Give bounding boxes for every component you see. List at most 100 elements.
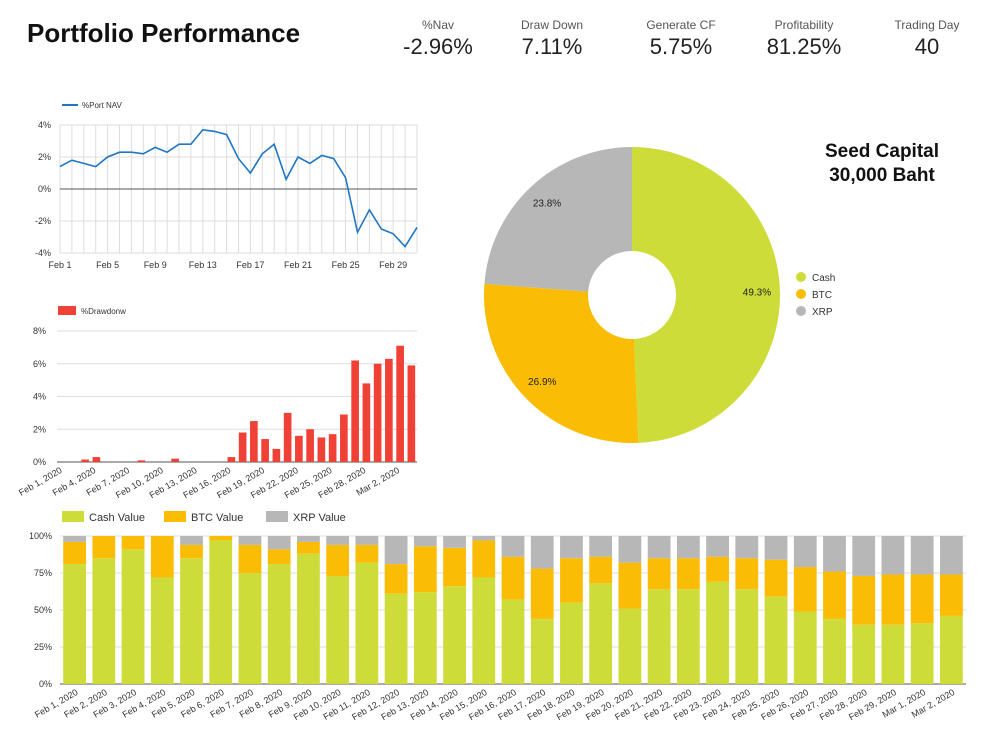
drawdown-bar xyxy=(340,414,348,462)
drawdown-bar xyxy=(250,421,258,462)
stacked-bar-btc xyxy=(150,536,174,578)
drawdown-bar xyxy=(137,460,146,462)
stacked-bar-cash xyxy=(297,553,320,684)
stacked-bar-cash xyxy=(267,564,291,684)
stacked-bar-cash xyxy=(793,611,817,684)
stacked-bar-cash xyxy=(238,573,262,684)
drawdown-bar xyxy=(328,434,337,462)
stacked-bar-xrp xyxy=(793,536,817,568)
y-tick-label: 0% xyxy=(39,679,52,689)
stacked-bar-btc xyxy=(180,544,203,559)
stacked-bar-btc xyxy=(735,558,759,590)
legend-label: XRP xyxy=(812,307,833,318)
kpi-trading-day-value: 40 xyxy=(914,34,940,59)
x-tick-label: Feb 17 xyxy=(236,260,264,270)
stacked-bar-btc xyxy=(297,541,320,554)
kpi-generate-cf-value: 5.75% xyxy=(649,34,713,59)
legend-label: Cash Value xyxy=(89,512,145,524)
stacked-bar-xrp xyxy=(764,536,788,560)
drawdown-bar xyxy=(351,360,359,462)
kpi-generate-cf-label: Generate CF xyxy=(646,18,716,32)
seed-capital: Seed Capital 30,000 Baht xyxy=(800,140,964,188)
drawdown-bar xyxy=(171,458,179,462)
stacked-bar-cash xyxy=(63,564,87,684)
stacked-bar-xrp xyxy=(297,536,320,542)
stacked-bar-xrp xyxy=(939,536,963,575)
stacked-bar-btc xyxy=(355,544,379,563)
stacked-bar-btc xyxy=(793,567,817,612)
legend-label: %Port NAV xyxy=(82,101,123,110)
stacked-bar-xrp xyxy=(910,536,934,575)
y-tick-label: 4% xyxy=(38,120,51,130)
drawdown-bar xyxy=(295,435,303,462)
drawdown-bar xyxy=(92,457,101,462)
stacked-bar-xrp xyxy=(735,536,759,559)
drawdown-bar xyxy=(396,345,404,462)
y-tick-label: 50% xyxy=(34,605,52,615)
stacked-bar-xrp xyxy=(706,536,729,557)
stacked-bar-xrp xyxy=(823,536,846,572)
slice-label: 49.3% xyxy=(743,287,771,298)
stacked-bar-btc xyxy=(618,562,642,609)
x-tick-label: Feb 21 xyxy=(284,260,312,270)
kpi-nav: %Nav -2.96% xyxy=(383,18,493,60)
legend-swatch xyxy=(164,511,186,522)
stacked-bar-btc xyxy=(823,571,846,619)
stacked-bar-xrp xyxy=(384,536,408,565)
stacked-bar-btc xyxy=(326,544,350,576)
y-tick-label: 2% xyxy=(38,152,51,162)
stacked-bar-btc xyxy=(706,556,729,582)
y-tick-label: -2% xyxy=(35,216,51,226)
stacked-bar-cash xyxy=(676,589,700,684)
stacked-bar-cash xyxy=(910,623,934,684)
stacked-bar-btc xyxy=(589,556,613,584)
stacked-bar-cash xyxy=(530,618,554,684)
legend-swatch xyxy=(62,511,84,522)
stacked-bar-btc xyxy=(676,558,700,590)
drawdown-bar xyxy=(261,439,269,462)
page-title: Portfolio Performance xyxy=(27,18,301,48)
stacked-bar-xrp xyxy=(413,536,437,547)
drawdown-bar xyxy=(373,363,382,462)
kpi-profitability: Profitability 81.25% xyxy=(749,18,859,60)
stacked-bar-cash xyxy=(735,589,759,684)
stacked-bar-btc xyxy=(413,546,437,593)
stacked-bar-xrp xyxy=(472,536,496,541)
x-tick-label: Feb 5 xyxy=(96,260,119,270)
drawdown-bar xyxy=(317,437,326,462)
seed-capital-amount: 30,000 Baht xyxy=(829,165,935,186)
stacked-bar-xrp xyxy=(647,536,671,559)
stacked-bar-xrp xyxy=(63,536,87,542)
y-tick-label: -4% xyxy=(35,248,51,258)
legend-label: BTC Value xyxy=(191,512,243,524)
stacked-bar-btc xyxy=(881,574,905,625)
legend-swatch xyxy=(266,511,288,522)
drawdown-bar xyxy=(238,432,247,462)
kpi-nav-value: -2.96% xyxy=(403,34,473,59)
stacked-bar-xrp xyxy=(881,536,905,575)
drawdown-bar xyxy=(283,412,292,462)
x-tick-label: Feb 9 xyxy=(144,260,167,270)
drawdown-bar xyxy=(362,383,371,462)
stacked-bar-xrp xyxy=(238,536,262,545)
legend-label: %Drawdonw xyxy=(81,307,126,316)
x-tick-label: Feb 13 xyxy=(189,260,217,270)
slice-label: 26.9% xyxy=(528,377,556,388)
kpi-drawdown-label: Draw Down xyxy=(520,18,583,32)
y-tick-label: 8% xyxy=(33,326,46,336)
kpi-trading-day: Trading Day 40 xyxy=(872,18,982,60)
stacked-bar-cash xyxy=(150,577,174,684)
legend-swatch xyxy=(796,306,806,316)
x-tick-label: Feb 29 xyxy=(379,260,407,270)
stacked-bar-cash xyxy=(706,581,729,684)
stacked-bar-btc xyxy=(647,558,671,590)
stacked-bar-btc xyxy=(267,549,291,565)
stacked-bar-cash xyxy=(180,558,203,684)
stacked-bar-cash xyxy=(560,602,583,684)
drawdown-bar xyxy=(385,358,393,462)
stacked-bar-cash xyxy=(852,624,876,684)
stacked-bar-btc xyxy=(852,575,876,625)
